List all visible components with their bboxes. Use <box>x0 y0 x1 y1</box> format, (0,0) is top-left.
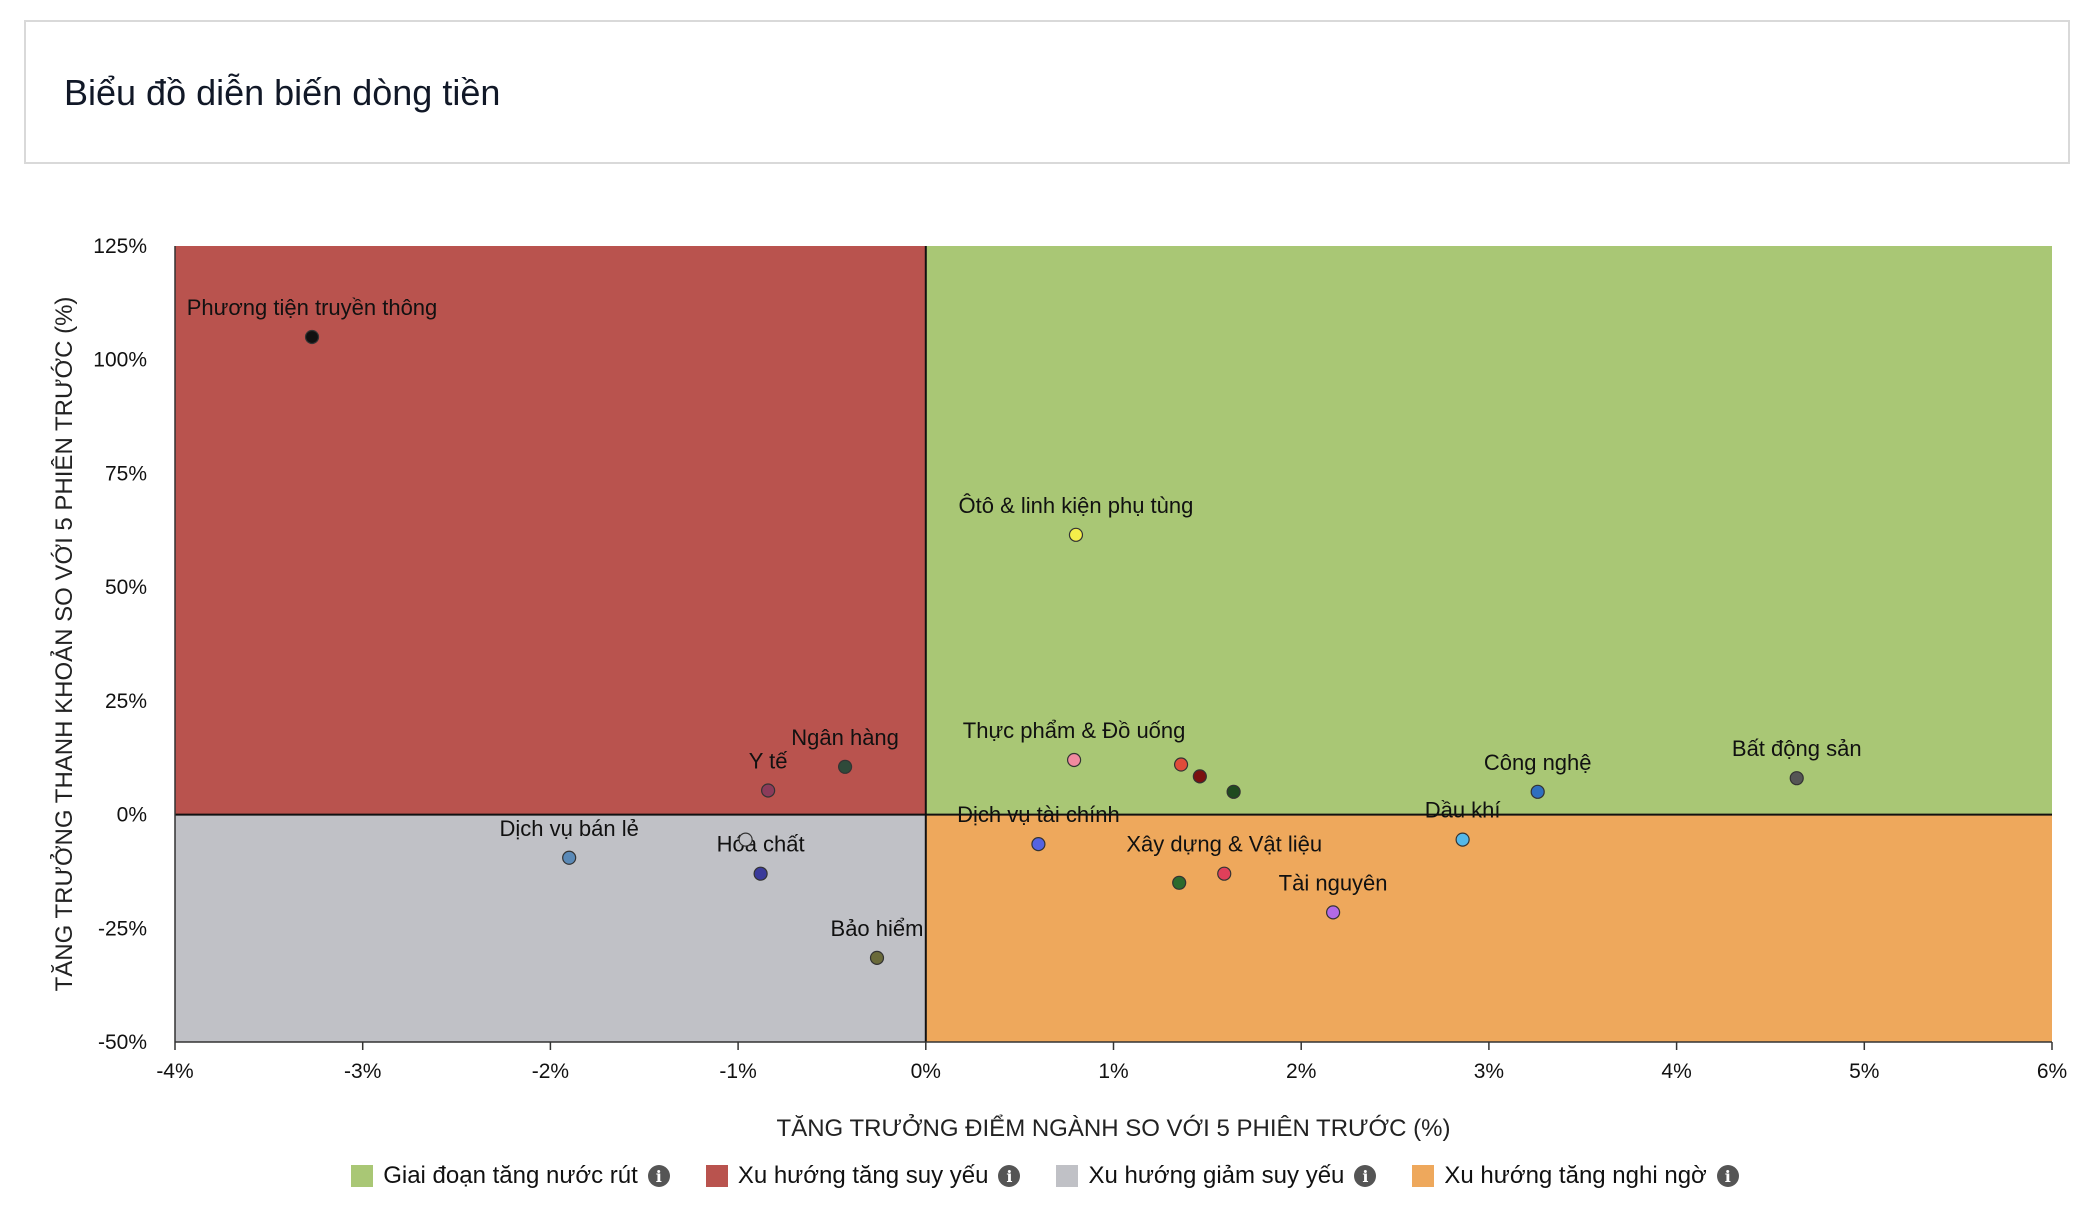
data-point <box>1326 905 1341 920</box>
info-icon[interactable]: i <box>647 1165 670 1187</box>
data-point-label: Dịch vụ bán lẻ <box>499 816 638 841</box>
data-point <box>562 850 577 865</box>
y-tick-label: 0% <box>117 804 147 827</box>
data-point-label: Ôtô & linh kiện phụ tùng <box>959 493 1194 518</box>
data-point <box>1455 832 1470 847</box>
legend-label: Xu hướng tăng suy yếu <box>737 1162 989 1189</box>
y-axis-title: TĂNG TRƯỞNG THANH KHOẢN SO VỚI 5 PHIÊN T… <box>49 297 78 992</box>
legend-item-weakening-fall[interactable]: Xu hướng giảm suy yếu i <box>1056 1162 1377 1190</box>
x-axis-title: TĂNG TRƯỞNG ĐIỂM NGÀNH SO VỚI 5 PHIÊN TR… <box>777 1113 1451 1142</box>
data-point-label: Xây dựng & Vật liệu <box>1126 832 1322 857</box>
data-point <box>1066 752 1082 768</box>
data-point <box>1172 875 1187 890</box>
legend-item-sprint[interactable]: Giai đoạn tăng nước rút i <box>351 1162 670 1190</box>
x-tick-label: -3% <box>344 1060 381 1083</box>
x-tick-label: 4% <box>1661 1060 1691 1083</box>
quadrant-bottom-left <box>175 814 926 1042</box>
legend-item-doubtful-rise[interactable]: Xu hướng tăng nghi ngờ i <box>1412 1162 1739 1190</box>
x-tick-label: -1% <box>719 1060 756 1083</box>
data-point <box>869 950 885 965</box>
data-point-label: Ngân hàng <box>791 725 899 750</box>
data-point <box>1217 866 1232 881</box>
data-point-label: Hóa chất <box>717 832 805 857</box>
y-tick-label: 100% <box>93 349 147 372</box>
data-point <box>1173 757 1189 772</box>
legend-swatch <box>1412 1165 1435 1187</box>
x-tick-label: 2% <box>1286 1060 1316 1083</box>
data-point <box>837 759 853 774</box>
chart-legend: Giai đoạn tăng nước rút i Xu hướng tăng … <box>0 1158 2090 1194</box>
data-point <box>738 832 753 847</box>
y-tick-label: 25% <box>105 690 147 713</box>
info-icon[interactable]: i <box>1354 1165 1377 1187</box>
x-tick-label: 6% <box>2037 1060 2067 1083</box>
data-point <box>761 783 776 798</box>
info-icon[interactable]: i <box>1716 1165 1739 1187</box>
data-point-label: Công nghệ <box>1484 750 1592 775</box>
page-title: Biểu đồ diễn biến dòng tiền <box>64 72 501 113</box>
y-tick-label: 75% <box>105 462 147 485</box>
data-point <box>1226 784 1241 799</box>
x-tick-label: -4% <box>156 1060 193 1083</box>
y-tick-label: -50% <box>98 1031 147 1054</box>
data-point-label: Bảo hiểm <box>831 916 924 941</box>
legend-label: Giai đoạn tăng nước rút <box>383 1162 638 1189</box>
x-tick-label: 1% <box>1098 1060 1128 1083</box>
quadrant-top-right <box>925 246 2052 815</box>
legend-item-weakening-rise[interactable]: Xu hướng tăng suy yếu i <box>705 1162 1021 1190</box>
x-tick-label: -2% <box>532 1060 569 1083</box>
data-point-label: Dầu khí <box>1425 798 1501 823</box>
data-point <box>1068 527 1084 542</box>
data-point <box>1530 784 1545 799</box>
data-point <box>753 866 768 881</box>
legend-swatch <box>1056 1165 1079 1187</box>
data-point <box>1192 769 1207 784</box>
x-tick-label: 5% <box>1849 1060 1879 1083</box>
x-tick-label: 0% <box>911 1060 941 1083</box>
legend-label: Xu hướng giảm suy yếu <box>1088 1162 1345 1189</box>
y-tick-label: 125% <box>93 235 147 258</box>
data-point-label: Y tế <box>749 748 788 773</box>
data-point <box>304 329 320 345</box>
data-point-label: Thực phẩm & Đồ uống <box>963 718 1186 743</box>
y-tick-label: 50% <box>105 576 147 599</box>
legend-swatch <box>705 1165 728 1187</box>
scatter-chart: -4% -3% -2% -1% 0% 1% 2% 3% 4% 5% 6% -50% -25% 0% 25% 5… <box>49 235 2067 1142</box>
legend-swatch <box>351 1165 374 1187</box>
chart-card-header: Biểu đồ diễn biến dòng tiền <box>24 20 2070 164</box>
quadrant-bottom-right <box>925 814 2052 1042</box>
legend-label: Xu hướng tăng nghi ngờ <box>1444 1162 1707 1189</box>
data-point-label: Bất động sản <box>1732 736 1862 761</box>
data-point <box>1789 771 1804 786</box>
y-tick-label: -25% <box>98 917 147 940</box>
data-point-label: Dịch vụ tài chính <box>957 802 1120 827</box>
x-tick-label: 3% <box>1474 1060 1504 1083</box>
data-point-label: Phương tiện truyền thông <box>187 295 438 320</box>
data-point <box>1031 837 1046 852</box>
quadrant-top-left <box>175 246 926 815</box>
info-icon[interactable]: i <box>998 1165 1021 1187</box>
data-point-label: Tài nguyên <box>1279 870 1388 895</box>
